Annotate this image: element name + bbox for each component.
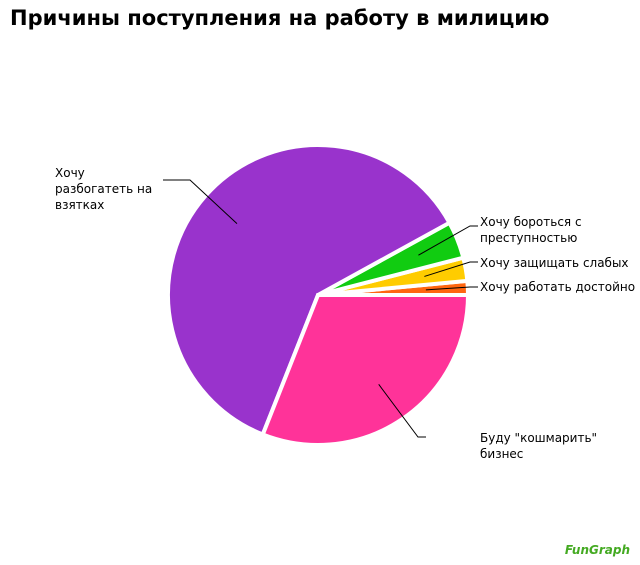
watermark: FunGraph [564,543,630,557]
leader-line [378,384,426,438]
leader-line [418,225,478,256]
leader-line [425,286,478,291]
slice-label: Хочу бороться с преступностью [480,215,582,245]
slice-label: Хочу защищать слабых [480,256,629,270]
slice-label: Хочу работать достойно [480,280,636,294]
slice-label: Хочу разбогатеть на взятках [55,166,153,212]
chart-title: Причины поступления на работу в милицию [10,6,550,30]
leader-line [424,261,478,277]
slice-label: Буду "кошмарить" бизнес [480,431,598,461]
pie-slice [260,293,471,447]
leader-line [163,179,238,224]
pie-slice [166,143,453,438]
